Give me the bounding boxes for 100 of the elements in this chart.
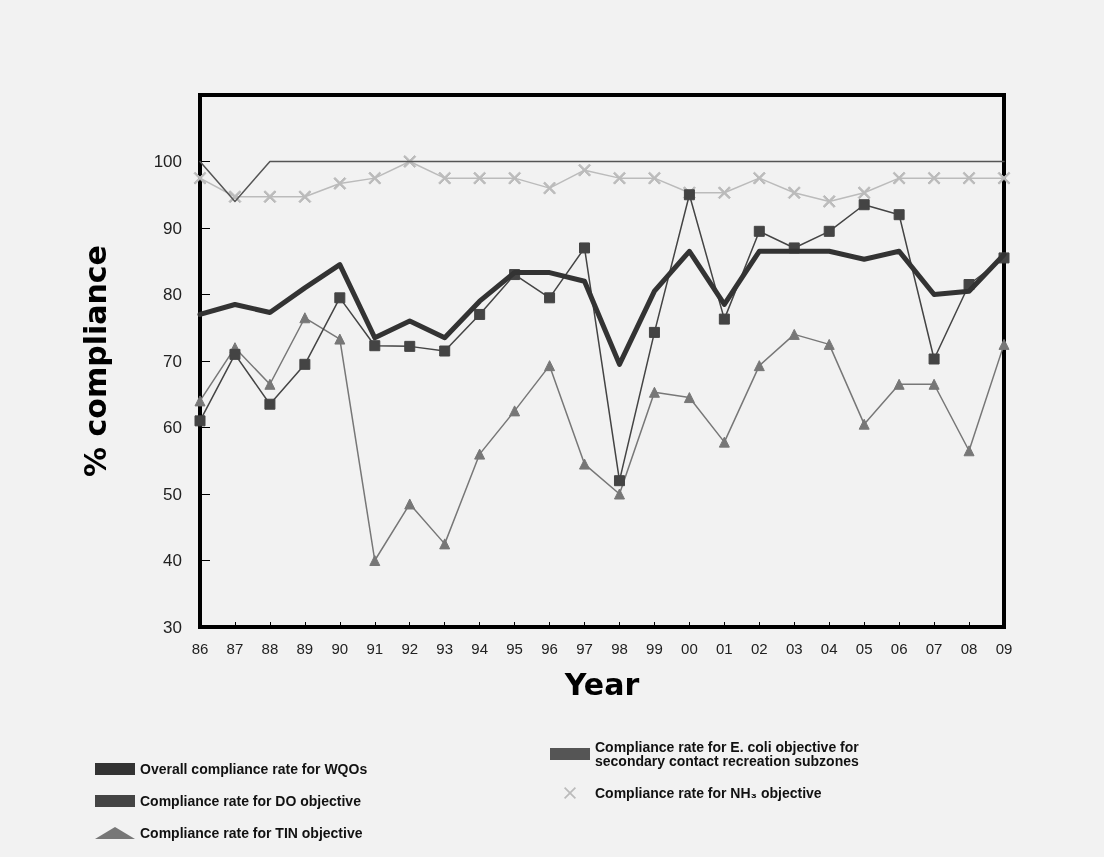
point [544, 292, 556, 304]
point [508, 171, 522, 185]
point [578, 163, 592, 177]
point [369, 340, 381, 352]
point [229, 348, 241, 360]
point [787, 186, 801, 200]
x-tick-label: 01 [716, 640, 733, 657]
x-tick-label: 08 [960, 640, 978, 657]
point [369, 555, 381, 566]
legend-label: Compliance rate for TIN objective [140, 825, 363, 841]
point [928, 353, 940, 365]
y-tick-label: 80 [163, 285, 182, 304]
point [998, 338, 1010, 350]
x-tick-label: 91 [366, 640, 384, 657]
x-tick-label: 94 [471, 640, 488, 657]
point [823, 225, 835, 237]
x-tick-label: 98 [611, 640, 628, 657]
x-tick-label: 02 [750, 640, 768, 657]
legend-label: Compliance rate for E. coli objective for secondary contact recreation subzones [595, 739, 863, 769]
point [474, 308, 486, 320]
point [858, 418, 870, 430]
point [858, 199, 870, 211]
point [822, 194, 836, 208]
x-tick-label: 04 [820, 640, 838, 657]
point [264, 378, 276, 390]
point [263, 190, 277, 204]
x-tick-label: 95 [506, 640, 523, 657]
point [368, 171, 382, 185]
point [892, 171, 906, 185]
point [543, 181, 557, 195]
point [298, 190, 312, 204]
point [997, 171, 1011, 185]
x-tick-label: 00 [681, 640, 698, 657]
point [963, 445, 975, 457]
point [893, 378, 905, 390]
x-tick-label: 97 [576, 640, 593, 657]
point [753, 360, 765, 372]
y-tick-label: 70 [163, 351, 182, 371]
point [717, 186, 731, 200]
point [579, 458, 591, 470]
point [647, 171, 661, 185]
point [683, 392, 695, 404]
point [823, 338, 835, 350]
x-tick-label: 87 [226, 640, 244, 657]
point [927, 171, 941, 185]
point [438, 171, 452, 185]
point [752, 171, 766, 185]
point [194, 415, 206, 427]
x-tick-label: 09 [995, 640, 1013, 657]
y-tick-label: 60 [163, 418, 182, 437]
point [962, 171, 976, 185]
x-tick-label: 89 [296, 640, 314, 657]
x-tick-label: 90 [331, 640, 349, 657]
legend-label: Compliance rate for DO objective [140, 793, 362, 809]
y-tick-label: 30 [163, 617, 182, 637]
point [648, 326, 660, 338]
point [439, 345, 451, 357]
legend-label: Overall compliance rate for WQOs [140, 761, 368, 777]
point [404, 340, 416, 352]
point [264, 398, 276, 410]
x-tick-label: 06 [890, 640, 908, 657]
point [334, 292, 346, 304]
x-tick-label: 99 [646, 640, 663, 657]
x-axis-title: Year [563, 666, 640, 702]
point [579, 242, 591, 254]
point [612, 171, 626, 185]
point [613, 475, 625, 487]
x-tick-label: 05 [855, 640, 873, 657]
point [473, 171, 487, 185]
point [404, 498, 416, 510]
x-tick-label: 86 [191, 640, 209, 657]
y-tick-label: 100 [153, 152, 182, 171]
y-axis-title: % compliance [77, 245, 113, 477]
point [718, 436, 730, 448]
point [334, 333, 346, 345]
point [439, 538, 451, 550]
point [753, 225, 765, 237]
x-tick-label: 03 [785, 640, 803, 657]
x-tick-label: 92 [401, 640, 419, 657]
x-tick-label: 88 [261, 640, 279, 657]
x-tick-label: 96 [541, 640, 558, 657]
point [648, 386, 660, 398]
legend-label: Compliance rate for NH₃ objective [595, 785, 822, 801]
point [893, 209, 905, 221]
point [193, 171, 207, 185]
point [928, 378, 940, 390]
point [509, 405, 521, 417]
point [474, 448, 486, 460]
y-tick-label: 40 [163, 551, 182, 570]
point [788, 328, 800, 340]
y-tick-label: 90 [163, 218, 182, 238]
point [718, 313, 730, 325]
point [299, 358, 311, 370]
point [333, 176, 347, 190]
point [299, 312, 311, 324]
x-tick-label: 07 [925, 640, 943, 657]
y-tick-label: 50 [163, 484, 182, 504]
point [857, 186, 871, 200]
point [403, 155, 417, 168]
x-tick-label: 93 [436, 640, 454, 657]
